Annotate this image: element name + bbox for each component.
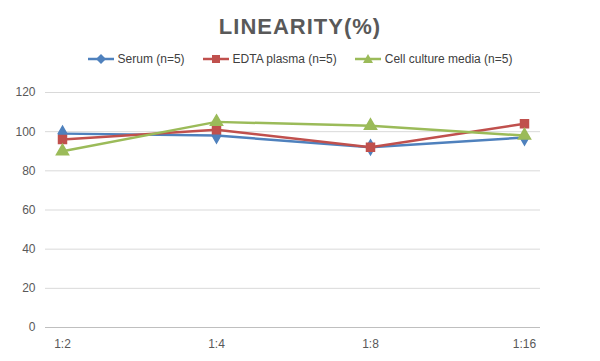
svg-text:1:8: 1:8 bbox=[362, 337, 379, 351]
svg-text:60: 60 bbox=[22, 203, 36, 217]
svg-text:80: 80 bbox=[22, 164, 36, 178]
svg-text:1:4: 1:4 bbox=[208, 337, 225, 351]
svg-text:1:16: 1:16 bbox=[513, 337, 537, 351]
svg-text:120: 120 bbox=[15, 85, 35, 99]
svg-text:1:2: 1:2 bbox=[54, 337, 71, 351]
html-text:Serum (n=5): Serum (n=5) bbox=[117, 52, 185, 66]
html-text:LINEARITY(%): LINEARITY(%) bbox=[218, 14, 382, 39]
svg-text:0: 0 bbox=[29, 320, 36, 334]
html-text:Cell culture media (n=5): Cell culture media (n=5) bbox=[384, 52, 513, 66]
svg-text:20: 20 bbox=[22, 281, 36, 295]
svg-text:100: 100 bbox=[15, 125, 35, 139]
svg-text:40: 40 bbox=[22, 242, 36, 256]
html-text:EDTA plasma (n=5): EDTA plasma (n=5) bbox=[232, 52, 337, 66]
